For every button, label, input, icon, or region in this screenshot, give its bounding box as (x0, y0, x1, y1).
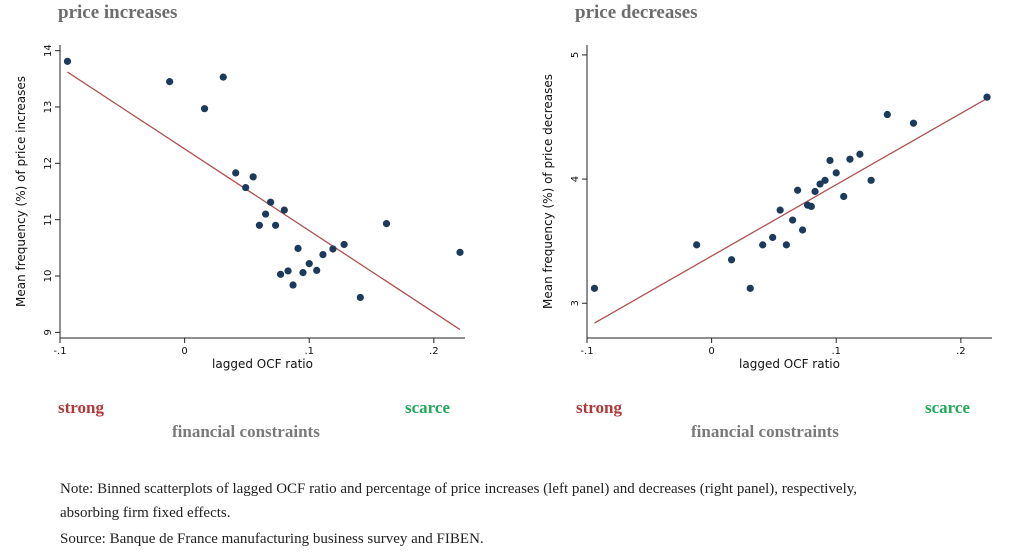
right-x-axis-label: lagged OCF ratio (739, 357, 840, 371)
left-y-tick-label: 12 (43, 157, 54, 170)
right-x-tick-label: .2 (956, 346, 966, 357)
left-data-point (271, 221, 280, 229)
left-data-point (284, 267, 292, 275)
left-x-axis-label: lagged OCF ratio (212, 357, 313, 371)
left-data-point (219, 73, 227, 81)
right-data-point (856, 150, 864, 158)
left-financial-constraints-label: financial constraints (172, 422, 320, 441)
left-data-point (305, 260, 313, 268)
right-financial-constraints-label: financial constraints (691, 422, 839, 441)
left-data-point (166, 78, 174, 86)
left-data-point (255, 221, 263, 229)
left-y-tick-label: 14 (43, 44, 54, 57)
left-data-point (232, 169, 240, 177)
note-text: Note: Binned scatterplots of lagged OCF … (60, 481, 858, 497)
right-data-point (826, 156, 834, 165)
left-data-point (280, 206, 288, 214)
right-data-point (867, 176, 875, 184)
right-data-point (727, 256, 736, 264)
right-y-axis-label: Mean frequency (%) of price decreases (541, 74, 555, 309)
right-data-point (840, 192, 848, 201)
left-strong-label: strong (58, 398, 104, 417)
right-data-point (798, 226, 807, 234)
right-data-point (983, 93, 991, 101)
left-data-point (276, 270, 285, 278)
right-panel-title: price decreases (575, 2, 698, 23)
left-fit-line (67, 71, 461, 331)
left-panel-title: price increases (58, 2, 178, 23)
left-x-tick-label: .1 (304, 346, 314, 357)
left-data-point (299, 269, 307, 277)
left-x-tick-label: -.1 (53, 346, 66, 357)
right-data-point (590, 284, 599, 292)
left-data-point (242, 183, 250, 192)
right-x-tick-label: -.1 (580, 346, 593, 357)
left-y-tick-label: 13 (43, 101, 54, 114)
right-data-point (789, 216, 797, 224)
left-x-tick-label: 0 (181, 346, 187, 357)
left-data-point (382, 220, 391, 228)
right-data-point (769, 233, 777, 242)
left-data-point (329, 245, 337, 253)
right-data-point (816, 180, 824, 188)
left-data-point (289, 281, 297, 289)
right-data-point (846, 155, 854, 163)
left-data-point (262, 210, 270, 218)
right-y-tick-label: 4 (570, 176, 581, 182)
right-strong-label: strong (576, 398, 622, 417)
right-data-point (776, 206, 784, 214)
note-text-continued: absorbing firm fixed effects. (60, 505, 231, 521)
right-data-point (746, 284, 754, 292)
left-y-tick-label: 9 (43, 329, 54, 335)
right-scarce-label: scarce (925, 398, 970, 417)
left-y-axis-label: Mean frequency (%) of price increases (14, 76, 28, 307)
right-data-point (909, 119, 918, 127)
left-y-tick-label: 11 (43, 213, 54, 226)
left-data-point (456, 248, 464, 256)
right-data-point (821, 176, 829, 184)
right-data-point (832, 169, 840, 177)
left-y-tick-label: 10 (43, 270, 54, 283)
right-data-point (693, 241, 701, 249)
right-fit-line (594, 97, 988, 324)
right-data-point (807, 202, 815, 210)
left-data-point (249, 173, 257, 181)
left-chart-background (5, 40, 470, 380)
source-text: Source: Banque de France manufacturing b… (60, 531, 484, 547)
left-scatter-chart: -.1 0 .1 .2 9 10 11 12 13 14 lagged OCF ratio Mean … (5, 40, 470, 380)
right-y-tick-label: 5 (570, 52, 581, 58)
left-data-point (267, 198, 275, 206)
right-data-point (794, 186, 802, 194)
left-data-point (200, 105, 209, 113)
left-data-point (63, 57, 72, 65)
right-y-tick-label: 3 (570, 300, 581, 306)
right-scatter-chart: -.1 0 .1 .2 3 4 5 lagged OCF ratio Mean frequenc… (532, 40, 997, 380)
left-data-point (340, 240, 348, 249)
right-x-tick-label: 0 (708, 346, 714, 357)
right-x-tick-label: .1 (831, 346, 841, 357)
left-data-point (313, 266, 321, 274)
right-chart-background (532, 40, 997, 380)
right-data-point (883, 110, 891, 119)
right-data-point (782, 241, 790, 249)
right-data-point (759, 241, 767, 249)
left-data-point (356, 293, 364, 302)
right-data-point (811, 187, 819, 196)
left-x-tick-label: .2 (429, 346, 439, 357)
left-data-point (294, 244, 302, 253)
left-data-point (319, 251, 327, 259)
left-scarce-label: scarce (405, 398, 450, 417)
